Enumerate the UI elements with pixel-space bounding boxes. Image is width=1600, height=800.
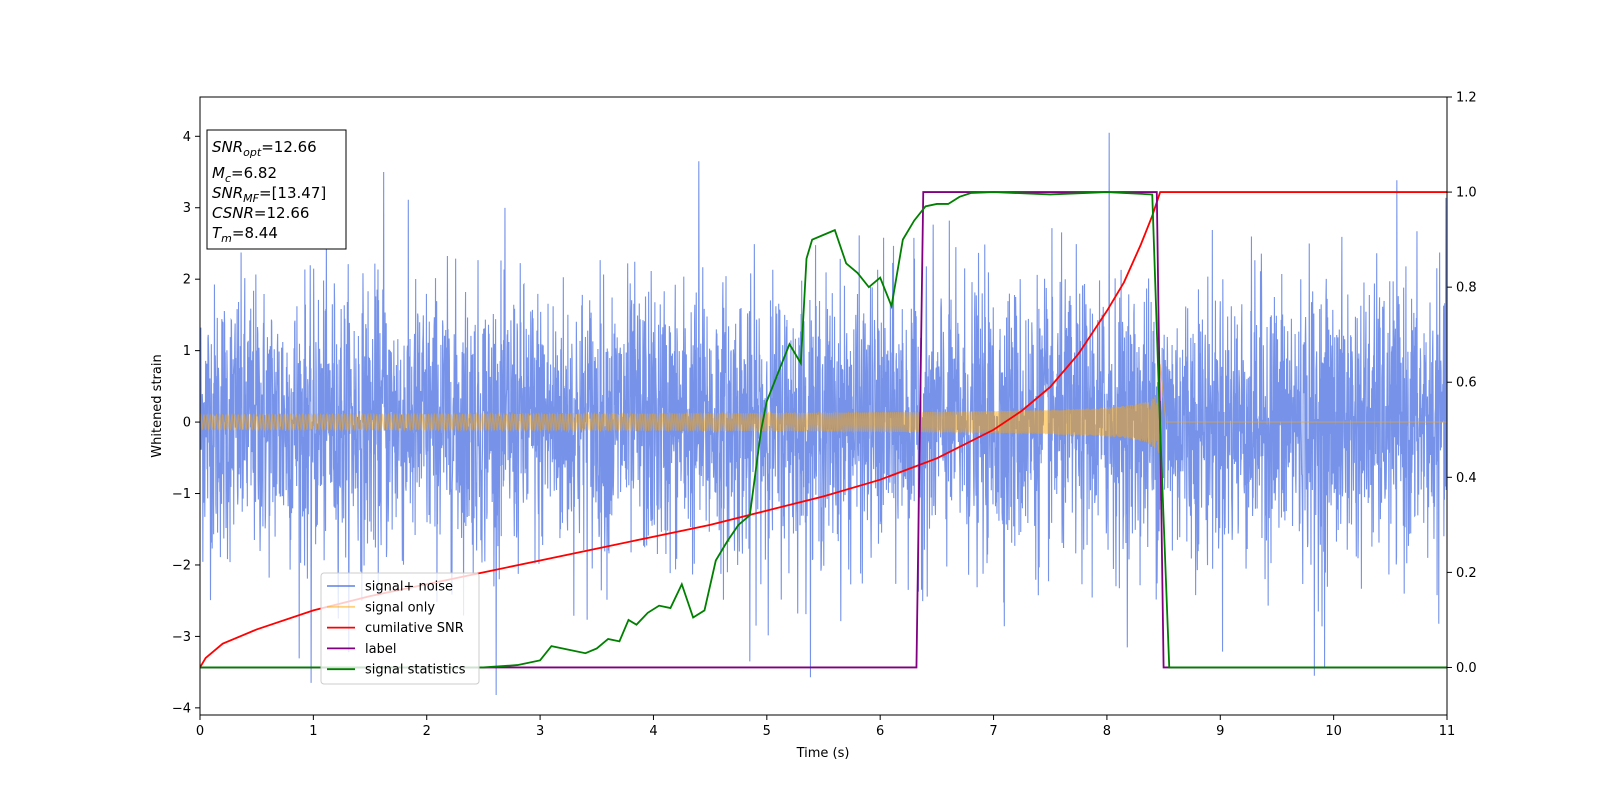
info-box: SNRopt=12.66 Mc=6.82SNRMF=[13.47]CSNR=12.… <box>206 129 347 250</box>
plot-frame <box>199 96 1448 716</box>
y-left-tick-label: −2 <box>172 558 191 573</box>
info-line: Tm=8.44 <box>212 224 278 245</box>
y-axis-left: −4 −3 −2 −1 0 1 2 3 4 <box>172 130 200 716</box>
y-right-tick-label: 0.0 <box>1456 661 1477 676</box>
y-left-tick-label: 1 <box>183 344 191 359</box>
y-left-tick-label: 2 <box>183 273 191 288</box>
y-right-tick-label: 0.8 <box>1456 281 1477 296</box>
x-tick-label: 5 <box>763 724 771 739</box>
y-axis-right: 0.0 0.2 0.4 0.6 0.8 1.0 1.2 <box>1447 91 1477 676</box>
y-right-tick-label: 1.2 <box>1456 91 1477 106</box>
legend-label: signal+ noise <box>365 580 453 595</box>
y-left-tick-label: −1 <box>172 487 191 502</box>
legend-label: label <box>365 642 396 657</box>
y-axis-label: Whitened strain <box>150 354 165 457</box>
legend-frame <box>320 572 480 685</box>
legend-label: signal statistics <box>365 663 466 678</box>
info-line: CSNR=12.66 <box>212 204 309 222</box>
y-left-tick-label: 4 <box>183 130 191 145</box>
series-signal-statistics <box>200 191 1447 669</box>
x-tick-label: 9 <box>1216 724 1224 739</box>
info-line: SNRMF=[13.47] <box>212 184 326 205</box>
y-right-tick-label: 0.4 <box>1456 471 1477 486</box>
legend-label: cumilative SNR <box>365 621 464 636</box>
x-tick-label: 11 <box>1439 724 1456 739</box>
x-tick-label: 10 <box>1325 724 1342 739</box>
legend-label: signal only <box>365 600 435 615</box>
y-left-tick-label: −3 <box>172 630 191 645</box>
y-left-tick-label: 3 <box>183 201 191 216</box>
info-line: Mc=6.82 <box>212 164 277 185</box>
x-tick-label: 8 <box>1103 724 1111 739</box>
x-axis: 0 1 2 3 4 5 6 7 8 9 10 11 <box>196 715 1455 739</box>
x-tick-label: 4 <box>649 724 657 739</box>
x-tick-label: 6 <box>876 724 884 739</box>
y-right-tick-label: 1.0 <box>1456 186 1477 201</box>
legend: signal+ noise signal only cumilative SNR la… <box>320 572 480 685</box>
y-left-tick-label: −4 <box>172 701 191 716</box>
x-tick-label: 1 <box>309 724 317 739</box>
x-tick-label: 3 <box>536 724 544 739</box>
x-tick-label: 7 <box>989 724 997 739</box>
y-right-tick-label: 0.2 <box>1456 566 1477 581</box>
y-left-tick-label: 0 <box>183 416 191 431</box>
x-tick-label: 2 <box>423 724 431 739</box>
x-tick-label: 0 <box>196 724 204 739</box>
series-signal-only <box>200 364 1447 453</box>
info-box-frame <box>206 129 347 250</box>
y-right-tick-label: 0.6 <box>1456 376 1477 391</box>
info-line: SNRopt=12.66 <box>212 138 317 159</box>
x-axis-label: Time (s) <box>796 746 850 761</box>
